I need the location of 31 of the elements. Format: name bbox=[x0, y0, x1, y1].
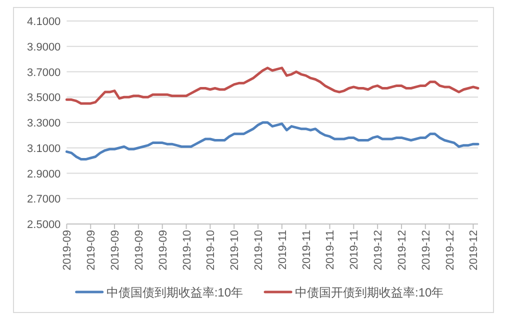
line-series bbox=[65, 121, 480, 161]
x-tick-label: 2019-10 bbox=[253, 230, 265, 270]
x-tick-label: 2019-11 bbox=[276, 230, 289, 270]
y-tick-label: 3.5000 bbox=[27, 92, 61, 104]
y-tick-label: 2.7000 bbox=[27, 194, 61, 206]
y-tick-label: 3.7000 bbox=[27, 66, 61, 79]
y-tick-label: 2.5000 bbox=[27, 219, 61, 231]
legend-label: 中债国债到期收益率:10年 bbox=[106, 286, 244, 300]
legend-label: 中债国开债到期收益率:10年 bbox=[295, 286, 444, 300]
y-tick-label: 3.3000 bbox=[27, 118, 61, 130]
x-tick-label: 2019-11 bbox=[324, 230, 337, 270]
x-tick-label: 2019-10 bbox=[205, 230, 218, 270]
x-tick-label: 2019-12 bbox=[396, 230, 408, 270]
x-tick-label: 2019-12 bbox=[444, 230, 456, 270]
x-tick-label: 2019-11 bbox=[300, 230, 313, 270]
x-tick-label: 2019-10 bbox=[229, 230, 242, 270]
x-tick-label: 2019-12 bbox=[420, 230, 432, 270]
y-tick-label: 3.9000 bbox=[27, 41, 61, 54]
x-tick-label: 2019-09 bbox=[110, 230, 122, 270]
x-tick-label: 2019-09 bbox=[62, 230, 74, 270]
x-tick-label: 2019-09 bbox=[157, 230, 170, 270]
x-tick-label: 2019-11 bbox=[348, 230, 361, 270]
line-series bbox=[65, 66, 480, 105]
x-tick-label: 2019-09 bbox=[86, 230, 98, 270]
x-tick-label: 2019-09 bbox=[133, 230, 146, 270]
x-tick-label: 2019-12 bbox=[372, 230, 385, 270]
x-tick-label: 2019-10 bbox=[181, 230, 194, 270]
x-tick-label: 2019-12 bbox=[468, 230, 480, 270]
y-tick-label: 2.9000 bbox=[27, 168, 61, 180]
y-tick-label: 3.1000 bbox=[27, 142, 61, 155]
y-tick-label: 4.1000 bbox=[27, 16, 61, 28]
